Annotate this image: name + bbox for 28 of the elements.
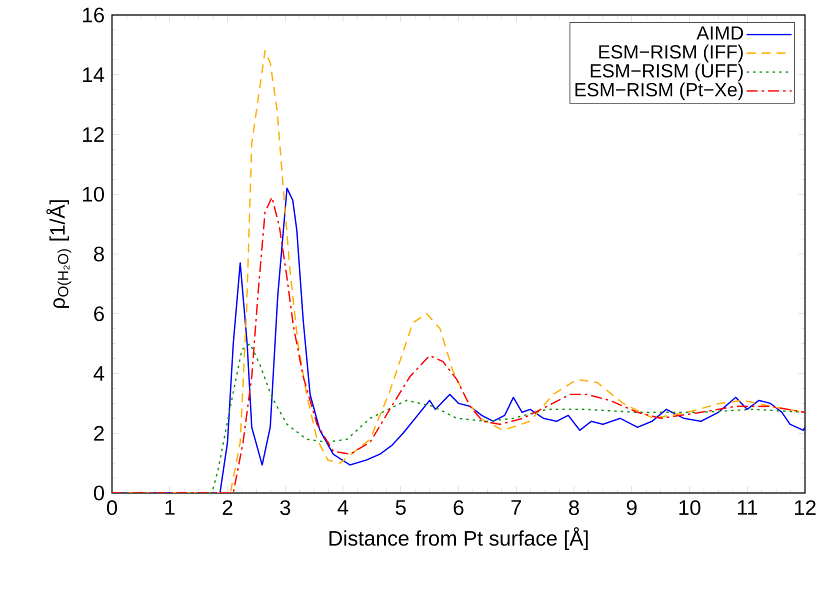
y-tick-label: 14 <box>83 68 104 82</box>
y-tick-label: 2 <box>94 426 104 441</box>
legend-label: ESM−RISM (UFF) <box>590 64 743 82</box>
x-axis-title: Distance from Pt surface [Å] <box>330 527 588 550</box>
y-tick-label: 10 <box>83 186 104 202</box>
x-tick-label: 12 <box>794 500 816 515</box>
y-tick-label: 0 <box>94 486 104 500</box>
y-tick-label: 6 <box>94 306 104 322</box>
x-tick-label: 11 <box>738 500 758 515</box>
legend-label: AIMD <box>696 26 744 40</box>
x-tick-label: 8 <box>569 500 579 516</box>
x-tick-label: 9 <box>626 500 637 516</box>
legend-label: ESM−RISM (Pt−Xe) <box>575 82 743 100</box>
x-tick-label: 0 <box>106 500 118 516</box>
y-axis-title: ρ$_{O(H₂O)}$ [1/Å] <box>46 200 72 308</box>
x-tick-label: 4 <box>338 500 348 515</box>
y-tick-label: 16 <box>83 8 104 22</box>
legend-label: ESM−RISM (IFF) <box>599 44 743 62</box>
x-tick-label: 1 <box>166 500 175 515</box>
x-tick-label: 5 <box>396 500 406 515</box>
y-tick-label: 4 <box>94 366 104 381</box>
x-tick-label: 6 <box>454 500 464 516</box>
x-tick-label: 2 <box>222 500 232 515</box>
y-tick-label: 8 <box>94 246 104 262</box>
x-tick-label: 10 <box>679 500 700 516</box>
x-tick-label: 7 <box>511 500 522 515</box>
x-tick-label: 3 <box>280 500 290 516</box>
y-tick-label: 12 <box>83 127 104 142</box>
